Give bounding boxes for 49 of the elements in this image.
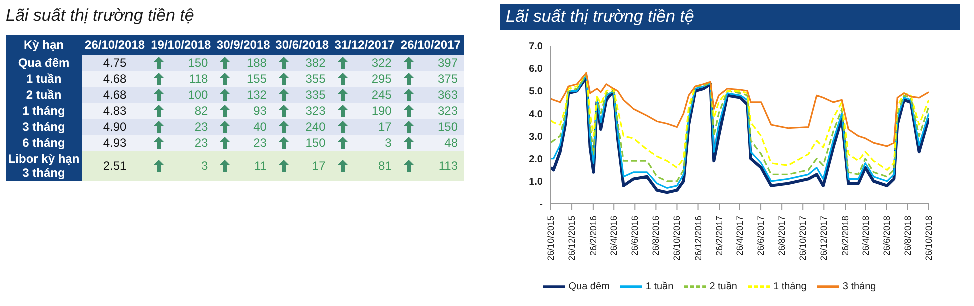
x-tick-label: 26/6/2017 <box>756 216 766 256</box>
x-tick-label: 26/10/2018 <box>924 216 934 262</box>
x-tick-label: 26/4/2018 <box>860 216 871 256</box>
y-tick-label: 7.0 <box>529 42 544 53</box>
x-tick-label: 26/2/2017 <box>714 216 725 256</box>
x-tick-label: 26/4/2016 <box>609 216 620 256</box>
x-tick-label: 26/10/2016 <box>672 216 682 262</box>
category-label: 26/10/2018 <box>84 37 146 54</box>
category-label: 19/10/2018 <box>150 37 212 54</box>
text: Kỳ hạn <box>24 38 64 52</box>
x-tick-label: 26/2/2016 <box>588 216 598 256</box>
shaded-table-row: Libor kỳ hạn 3 tháng 2.51 3 11 17 81 113 <box>6 151 464 181</box>
table-row: 1 tháng 4.83 82 93 323 190 323 <box>6 103 464 119</box>
x-tick-label: 26/12/2017 <box>819 216 830 262</box>
table-row: 1 tuần 4.68 118 155 355 295 375 <box>6 71 464 87</box>
x-tick-label: 26/12/2015 <box>567 216 578 262</box>
legend-label: Qua đêm <box>568 282 610 293</box>
y-tick-label: 3.0 <box>529 132 544 143</box>
x-tick-label: 26/4/2017 <box>735 216 745 256</box>
category-label: 30/6/2018 <box>274 37 330 54</box>
text: Lãi suất thị trường tiền tệ <box>6 6 194 26</box>
x-tick-label: 26/10/2017 <box>798 216 808 262</box>
table-row: 3 tháng 4.90 23 40 240 17 150 <box>6 119 464 135</box>
x-tick-label: 26/12/2016 <box>693 216 704 262</box>
line-series <box>551 72 929 148</box>
y-tick-label: 6.0 <box>529 64 544 76</box>
category-label: 31/12/2017 <box>334 37 396 54</box>
x-tick-label: 26/8/2018 <box>902 216 913 256</box>
category-label: 26/10/2017 <box>400 37 462 54</box>
y-tick-label: 5.0 <box>529 86 544 98</box>
table-row: 2 tuần 4.68 100 132 335 245 363 <box>6 87 464 103</box>
x-tick-label: 26/2/2018 <box>840 216 851 256</box>
table-row: Qua đêm 4.75 150 188 382 322 397 <box>6 55 464 71</box>
table-row: 6 tháng 4.93 23 23 150 3 48 <box>6 135 464 151</box>
x-tick-label: 26/8/2016 <box>651 216 662 256</box>
x-tick-label: 26/6/2016 <box>630 216 640 256</box>
legend-label: 3 tháng <box>842 282 876 293</box>
chart-title: Lãi suất thị trường tiền tệ <box>500 4 960 30</box>
category-label: 30/9/2018 <box>216 37 272 54</box>
legend-label: 1 tháng <box>774 282 807 293</box>
y-tick-label: - <box>540 200 543 211</box>
x-tick-label: 26/8/2017 <box>777 216 788 256</box>
legend-label: 2 tuần <box>710 282 738 293</box>
x-tick-label: 26/10/2015 <box>546 216 556 262</box>
y-tick-label: 2.0 <box>529 154 544 166</box>
legend-label: 1 tuần <box>646 282 674 293</box>
y-tick-label: 4.0 <box>529 109 544 120</box>
y-tick-label: 1.0 <box>529 176 544 188</box>
x-tick-label: 26/6/2018 <box>882 216 892 256</box>
